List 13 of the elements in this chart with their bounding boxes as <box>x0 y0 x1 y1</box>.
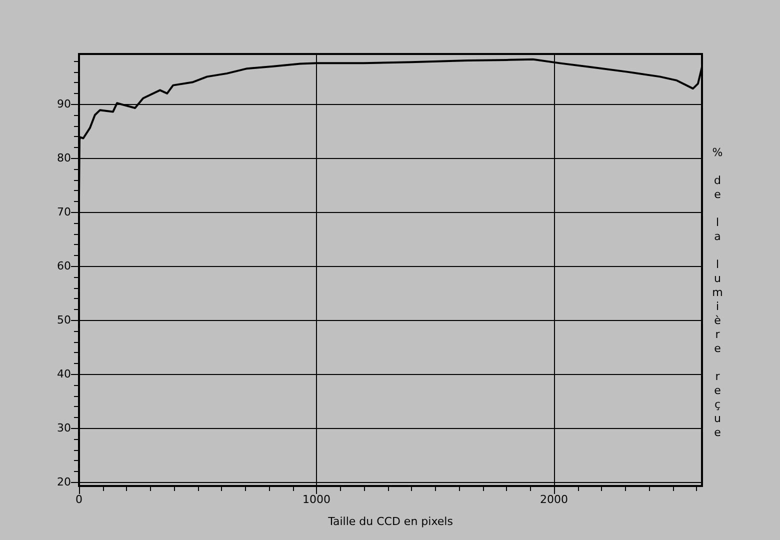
x-tick-label: 0 <box>76 493 82 506</box>
x-tick-label: 2000 <box>540 493 568 506</box>
x-axis-title: Taille du CCD en pixels <box>327 515 454 528</box>
y-tick-label: 90 <box>57 98 71 111</box>
x-tick-label: 1000 <box>302 493 331 506</box>
y-tick-label: 30 <box>57 422 71 435</box>
y-tick-label: 20 <box>57 476 71 489</box>
y-tick-label: 50 <box>57 314 71 327</box>
y-tick-label: 40 <box>57 368 71 381</box>
y-tick-label: 60 <box>57 260 71 273</box>
y-tick-label: 70 <box>57 206 71 219</box>
y-axis-title: % de la lumière reçue <box>711 146 724 440</box>
y-tick-label: 80 <box>57 152 71 165</box>
